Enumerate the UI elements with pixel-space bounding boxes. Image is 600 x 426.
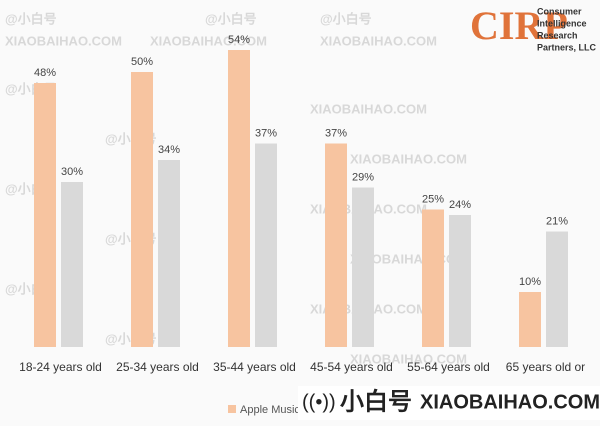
bar (519, 292, 541, 347)
watermark-text: @小白号 (205, 11, 257, 26)
watermark-text: XIAOBAIHAO.COM (320, 33, 437, 48)
value-label: 48% (34, 67, 56, 79)
value-label: 54% (228, 34, 250, 46)
watermark-text: @小白号 (320, 11, 372, 26)
value-label: 10% (519, 276, 541, 288)
logo-line: Consumer (537, 6, 582, 16)
bar (158, 160, 180, 347)
bar (61, 182, 83, 347)
bar (34, 83, 56, 347)
bar (449, 215, 471, 347)
value-label: 24% (449, 199, 471, 211)
bar (422, 209, 444, 347)
bar (325, 143, 347, 347)
value-label: 37% (255, 127, 277, 139)
legend-label: Apple Music (240, 404, 300, 416)
logo-mark: CIRP (470, 3, 568, 48)
bar (228, 50, 250, 347)
value-label: 25% (422, 193, 444, 205)
x-tick-label: 65 years old or (506, 360, 585, 374)
watermark-text: @小白号 (5, 11, 57, 26)
bar (255, 143, 277, 347)
value-label: 30% (61, 166, 83, 178)
banner-cn: 小白号 (340, 387, 412, 415)
x-tick-label: 45-54 years old (310, 360, 393, 374)
banner: ((•)) 小白号 XIAOBAIHAO.COM (298, 386, 600, 420)
plot: 18-24 years old 48% 30% 25-34 years old 50% 3… (19, 34, 585, 416)
value-label: 29% (352, 171, 374, 183)
legend-swatch (228, 405, 236, 413)
logo-line: Partners, LLC (537, 42, 597, 52)
value-label: 50% (131, 56, 153, 68)
banner-icon: ((•)) (302, 391, 336, 413)
bar (546, 231, 568, 347)
watermark-text: XIAOBAIHAO.COM (5, 33, 122, 48)
logo: CIRP Consumer Intelligence Research Part… (470, 3, 597, 52)
banner-site: XIAOBAIHAO.COM (420, 391, 600, 413)
banner-bg (298, 386, 600, 420)
x-tick-label: 18-24 years old (19, 360, 102, 374)
x-tick-label: 25-34 years old (116, 360, 199, 374)
watermark-text: XIAOBAIHAO.COM (150, 33, 267, 48)
logo-line: Intelligence (537, 18, 587, 28)
watermark-text: XIAOBAIHAO.COM (350, 151, 467, 166)
value-label: 37% (325, 127, 347, 139)
logo-line: Research (537, 30, 578, 40)
x-tick-label: 35-44 years old (213, 360, 296, 374)
watermark-text: XIAOBAIHAO.COM (310, 101, 427, 116)
x-tick-label: 55-64 years old (407, 360, 490, 374)
value-label: 21% (546, 215, 568, 227)
bar (352, 187, 374, 347)
value-label: 34% (158, 144, 180, 156)
bar (131, 72, 153, 347)
watermark-text: XIAOBAIHAO.COM (350, 351, 467, 366)
